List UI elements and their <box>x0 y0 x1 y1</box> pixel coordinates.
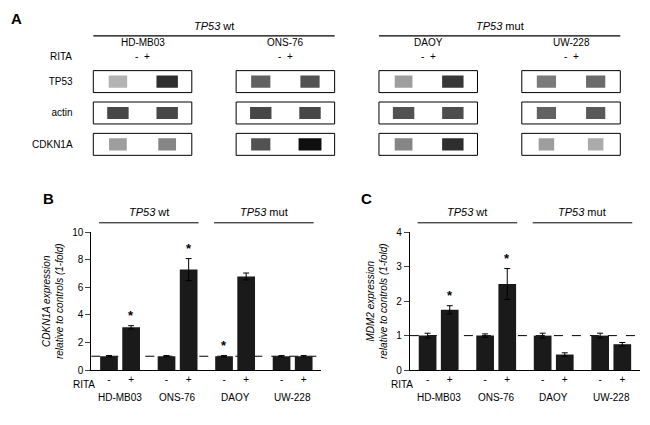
svg-text:DAOY: DAOY <box>414 37 443 48</box>
svg-text:RITA: RITA <box>73 379 95 390</box>
svg-text:+: + <box>128 374 134 385</box>
svg-text:-: - <box>598 374 601 385</box>
svg-text:HD-MB03: HD-MB03 <box>98 392 142 403</box>
svg-text:HD-MB03: HD-MB03 <box>121 37 165 48</box>
svg-text:TP53: TP53 <box>49 76 73 87</box>
svg-text:+: + <box>186 374 192 385</box>
svg-text:- +: - + <box>564 51 579 62</box>
svg-text:8: 8 <box>78 254 84 265</box>
svg-text:-: - <box>107 374 110 385</box>
svg-text:ONS-76: ONS-76 <box>159 392 196 403</box>
svg-text:UW-228: UW-228 <box>553 37 590 48</box>
svg-text:RITA: RITA <box>391 379 413 390</box>
svg-text:UW-228: UW-228 <box>274 392 311 403</box>
svg-text:- +: - + <box>421 51 436 62</box>
svg-text:6: 6 <box>78 282 84 293</box>
svg-text:-: - <box>483 374 486 385</box>
svg-text:TP53 mut: TP53 mut <box>558 206 606 218</box>
svg-text:4: 4 <box>396 227 402 238</box>
svg-text:+: + <box>243 374 249 385</box>
svg-text:TP53 wt: TP53 wt <box>129 206 169 218</box>
svg-text:TP53 wt: TP53 wt <box>447 206 487 218</box>
svg-text:+: + <box>447 374 453 385</box>
svg-text:*: * <box>186 241 192 256</box>
svg-text:+: + <box>504 374 510 385</box>
svg-text:actin: actin <box>51 107 72 118</box>
svg-text:HD-MB03: HD-MB03 <box>417 392 461 403</box>
svg-text:1: 1 <box>396 330 402 341</box>
svg-text:DAOY: DAOY <box>221 392 250 403</box>
svg-text:DAOY: DAOY <box>539 392 568 403</box>
svg-text:-: - <box>165 374 168 385</box>
svg-text:+: + <box>562 374 568 385</box>
svg-text:-: - <box>222 374 225 385</box>
svg-text:-: - <box>541 374 544 385</box>
svg-text:- +: - + <box>135 51 150 62</box>
svg-text:*: * <box>447 288 453 303</box>
svg-text:TP53 mut: TP53 mut <box>476 20 524 32</box>
svg-text:C: C <box>361 190 372 207</box>
svg-text:TP53 wt: TP53 wt <box>194 20 234 32</box>
svg-text:ONS-76: ONS-76 <box>267 37 304 48</box>
svg-text:10: 10 <box>72 227 84 238</box>
svg-text:2: 2 <box>78 337 84 348</box>
svg-text:*: * <box>504 251 510 266</box>
svg-text:4: 4 <box>78 309 84 320</box>
svg-text:- +: - + <box>278 51 293 62</box>
svg-text:+: + <box>619 374 625 385</box>
svg-text:MDM2 expressionrelative to con: MDM2 expressionrelative to controls (1-f… <box>365 243 389 359</box>
svg-text:CDKN1A: CDKN1A <box>32 139 73 150</box>
svg-text:A: A <box>11 10 22 27</box>
svg-text:CDKN1A expressionrelative to c: CDKN1A expressionrelative to controls (1… <box>41 243 65 359</box>
svg-text:*: * <box>128 308 134 323</box>
svg-text:-: - <box>426 374 429 385</box>
svg-text:RITA: RITA <box>50 51 72 62</box>
svg-text:-: - <box>280 374 283 385</box>
svg-text:B: B <box>43 190 54 207</box>
svg-text:0: 0 <box>396 365 402 376</box>
svg-text:2: 2 <box>396 296 402 307</box>
svg-text:UW-228: UW-228 <box>593 392 630 403</box>
svg-text:ONS-76: ONS-76 <box>478 392 515 403</box>
svg-text:+: + <box>301 374 307 385</box>
svg-text:0: 0 <box>78 365 84 376</box>
svg-text:3: 3 <box>396 261 402 272</box>
svg-text:TP53 mut: TP53 mut <box>240 206 288 218</box>
svg-text:*: * <box>221 338 227 353</box>
